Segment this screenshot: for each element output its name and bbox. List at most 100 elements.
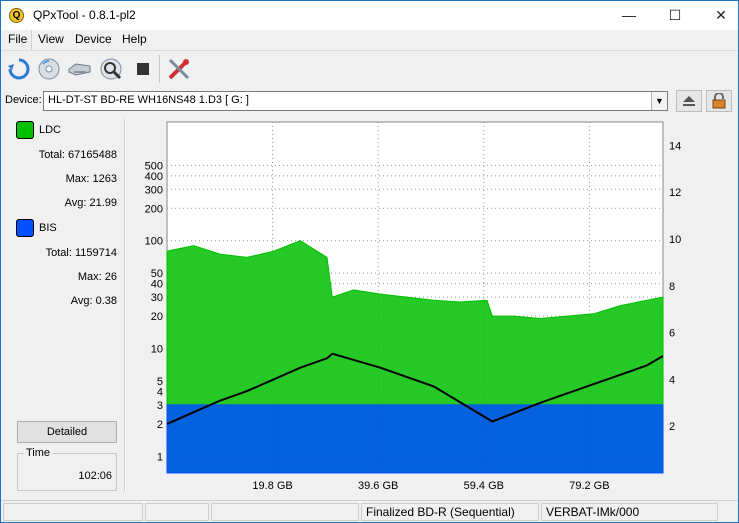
device-info-icon bbox=[68, 63, 91, 76]
lock-button[interactable] bbox=[706, 90, 732, 112]
x-tick-label: 19.8 GB bbox=[252, 480, 292, 492]
x-tick-label: 39.6 GB bbox=[358, 480, 398, 492]
bis-max: Max: 26 bbox=[78, 271, 117, 283]
menu-file[interactable]: File bbox=[8, 32, 28, 46]
menu-bar: File View Device Help bbox=[1, 30, 738, 50]
y-left-tick-label: 5 bbox=[157, 376, 163, 388]
y-left-tick-label: 400 bbox=[145, 171, 163, 183]
bis-label: BIS bbox=[39, 222, 57, 234]
scan-icon bbox=[100, 58, 122, 80]
stop-button[interactable] bbox=[129, 55, 157, 83]
device-info-button[interactable] bbox=[65, 55, 93, 83]
y-left-tick-label: 200 bbox=[145, 203, 163, 215]
ldc-max-value: 1263 bbox=[92, 173, 117, 185]
status-disc-type: Finalized BD-R (Sequential) bbox=[361, 503, 539, 521]
status-cell-1 bbox=[3, 503, 143, 521]
panel-separator bbox=[124, 119, 126, 491]
bis-avg-value: 0.38 bbox=[95, 295, 117, 307]
ldc-avg-label: Avg: bbox=[64, 197, 87, 209]
time-group: Time 102:06 bbox=[17, 447, 117, 491]
chevron-down-icon[interactable]: ▼ bbox=[651, 92, 667, 110]
tools-icon bbox=[168, 58, 190, 80]
scan-button[interactable] bbox=[97, 55, 125, 83]
y-left-tick-label: 30 bbox=[151, 292, 163, 304]
minimize-button[interactable]: — bbox=[622, 7, 636, 23]
device-row: Device: HL-DT-ST BD-RE WH16NS48 1.D3 [ G… bbox=[1, 88, 738, 114]
stop-icon bbox=[137, 63, 149, 75]
y-left-tick-label: 3 bbox=[157, 400, 163, 412]
bis-total-value: 1159714 bbox=[74, 247, 117, 259]
y-left-tick-label: 50 bbox=[151, 268, 163, 280]
legend-panel: LDC Total: 67165488 Max: 1263 Avg: 21.99… bbox=[11, 119, 123, 491]
y-left-tick-label: 20 bbox=[151, 311, 163, 323]
y-left-tick-label: 100 bbox=[145, 236, 163, 248]
x-tick-label: 79.2 GB bbox=[569, 480, 609, 492]
window-title: QPxTool - 0.8.1-pl2 bbox=[33, 8, 136, 22]
y-left-tick-label: 500 bbox=[145, 160, 163, 172]
y-right-tick-label: 2 bbox=[669, 421, 675, 433]
y-left-tick-label: 2 bbox=[157, 419, 163, 431]
maximize-button[interactable]: ☐ bbox=[668, 7, 682, 23]
device-selected-value: HL-DT-ST BD-RE WH16NS48 1.D3 [ G: ] bbox=[48, 94, 249, 106]
device-select[interactable]: HL-DT-ST BD-RE WH16NS48 1.D3 [ G: ] ▼ bbox=[43, 91, 668, 111]
y-right-tick-label: 12 bbox=[669, 187, 681, 199]
chart-area: 19.8 GB 39.6 GB 59.4 GB 79.2 GB 1 2 3 4 5 10 20 30 4… bbox=[136, 119, 718, 496]
y-right-tick-label: 6 bbox=[669, 328, 675, 340]
ldc-avg-value: 21.99 bbox=[89, 197, 117, 209]
bis-max-value: 26 bbox=[104, 271, 117, 283]
y-right-tick-label: 14 bbox=[669, 140, 681, 152]
menu-view[interactable]: View bbox=[38, 32, 64, 46]
qpxtool-app-icon: Q bbox=[9, 8, 24, 23]
bis-total-label: Total: bbox=[45, 247, 72, 259]
ldc-avg: Avg: 21.99 bbox=[65, 197, 117, 209]
y-right-tick-label: 8 bbox=[669, 281, 675, 293]
detailed-button[interactable]: Detailed bbox=[17, 421, 117, 443]
toolbar-separator bbox=[159, 55, 160, 83]
ldc-color-swatch[interactable] bbox=[16, 121, 34, 139]
status-bar: Finalized BD-R (Sequential) VERBAT-IMk/0… bbox=[1, 500, 738, 522]
ldc-total-label: Total: bbox=[38, 149, 65, 161]
toolbar bbox=[1, 50, 738, 87]
y-left-tick-label: 1 bbox=[157, 451, 163, 463]
series-speed-line bbox=[166, 352, 664, 425]
disc-info-icon bbox=[38, 58, 60, 80]
y-left-tick-label: 10 bbox=[151, 344, 163, 356]
menu-device[interactable]: Device bbox=[75, 32, 112, 46]
y-left-tick-label: 40 bbox=[151, 279, 163, 291]
refresh-icon bbox=[8, 58, 30, 80]
lock-icon bbox=[712, 93, 726, 109]
device-label: Device: bbox=[5, 94, 42, 106]
disc-info-button[interactable] bbox=[35, 55, 63, 83]
bis-total: Total: 1159714 bbox=[46, 247, 117, 259]
ldc-total-value: 67165488 bbox=[68, 149, 117, 161]
bis-avg-label: Avg: bbox=[70, 295, 93, 307]
ldc-label: LDC bbox=[39, 124, 62, 136]
status-cell-2 bbox=[145, 503, 209, 521]
y-left-tick-label: 4 bbox=[157, 386, 163, 398]
menu-separator bbox=[31, 30, 32, 50]
menu-help[interactable]: Help bbox=[122, 32, 147, 46]
y-left-tick-label: 300 bbox=[145, 184, 163, 196]
close-button[interactable]: ✕ bbox=[715, 7, 727, 23]
bis-max-label: Max: bbox=[77, 271, 102, 283]
eject-button[interactable] bbox=[676, 90, 702, 112]
bis-avg: Avg: 0.38 bbox=[71, 295, 117, 307]
status-media-id: VERBAT-IMk/000 bbox=[541, 503, 718, 521]
bis-color-swatch[interactable] bbox=[16, 219, 34, 237]
refresh-button[interactable] bbox=[5, 55, 33, 83]
time-label: Time bbox=[24, 447, 53, 459]
y-right-tick-label: 4 bbox=[669, 374, 675, 386]
title-bar[interactable]: Q QPxTool - 0.8.1-pl2 — ☐ ✕ bbox=[1, 1, 738, 30]
x-tick-label: 59.4 GB bbox=[464, 480, 504, 492]
time-value: 102:06 bbox=[78, 470, 112, 482]
y-right-tick-label: 10 bbox=[669, 234, 681, 246]
ldc-max-label: Max: bbox=[65, 173, 90, 185]
series-bis-area bbox=[166, 404, 664, 474]
eject-icon bbox=[683, 96, 695, 106]
ldc-total: Total: 67165488 bbox=[39, 149, 117, 161]
tools-button[interactable] bbox=[165, 55, 193, 83]
ldc-max: Max: 1263 bbox=[66, 173, 117, 185]
quality-chart: 19.8 GB 39.6 GB 59.4 GB 79.2 GB123451020304… bbox=[145, 121, 681, 492]
status-cell-3 bbox=[211, 503, 359, 521]
